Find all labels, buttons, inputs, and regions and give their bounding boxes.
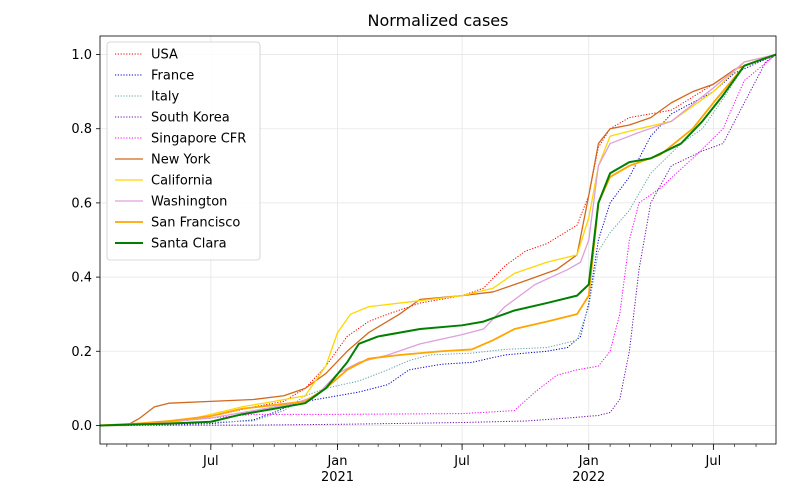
series-lines [100,53,776,427]
legend-label: Santa Clara [151,237,227,252]
series-line-singapore-cfr [100,54,776,426]
x-tick-label: Jul [202,454,219,469]
plot-frame [99,35,777,445]
legend-label: San Francisco [151,216,240,231]
chart-title: Normalized cases [368,11,509,30]
y-tick-label: 0.0 [71,419,92,434]
x-tick-year-label: 2022 [572,470,605,485]
y-tick-label: 0.2 [71,345,92,360]
y-tick-label: 1.0 [71,48,92,63]
x-tick-label: Jul [453,454,470,469]
legend-label: Washington [151,195,227,210]
y-tick-label: 0.4 [71,271,92,286]
x-tick-label: Jan [326,454,347,469]
series-line-washington [100,53,776,427]
series-line-santa-clara [100,53,776,427]
y-axis: 0.0 0.2 0.4 0.6 0.8 1.0 [71,48,100,434]
legend-label: USA [151,48,178,63]
plot-area [100,53,776,427]
x-tick-label: Jul [705,454,722,469]
legend-label: South Korea [151,111,230,126]
legend-label: Italy [151,90,180,105]
legend-label: New York [151,153,211,168]
legend-label: Singapore CFR [151,132,246,147]
series-line-california [100,53,776,427]
y-tick-label: 0.6 [71,196,92,211]
x-tick-label: Jan [578,454,599,469]
legend-label: France [151,69,194,84]
x-tick-year-label: 2021 [321,470,354,485]
series-line-south-korea [100,54,776,426]
legend-box [106,41,261,261]
legend: USA France Italy South Korea Singapore CFR Ne… [106,41,261,261]
y-tick-label: 0.8 [71,122,92,137]
legend-label: California [151,174,213,189]
